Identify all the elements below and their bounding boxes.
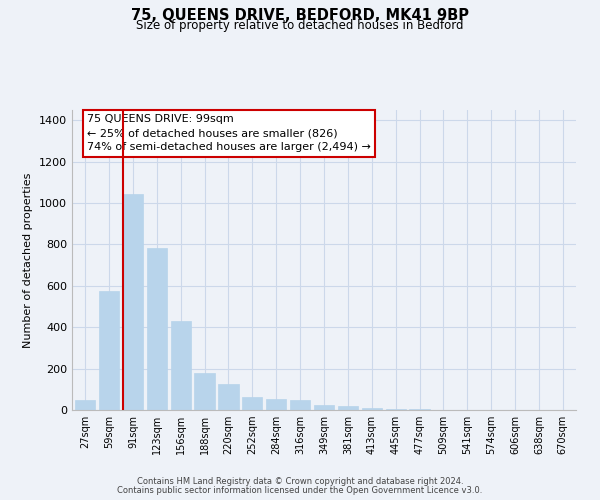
Text: Contains HM Land Registry data © Crown copyright and database right 2024.: Contains HM Land Registry data © Crown c…: [137, 477, 463, 486]
Bar: [290, 400, 310, 410]
Bar: [314, 405, 334, 410]
Bar: [75, 400, 95, 410]
Bar: [194, 373, 215, 410]
Y-axis label: Number of detached properties: Number of detached properties: [23, 172, 34, 348]
Bar: [266, 399, 286, 410]
Text: Contains public sector information licensed under the Open Government Licence v3: Contains public sector information licen…: [118, 486, 482, 495]
Bar: [242, 396, 262, 410]
Bar: [362, 408, 382, 410]
Bar: [170, 321, 191, 410]
Text: Size of property relative to detached houses in Bedford: Size of property relative to detached ho…: [136, 19, 464, 32]
Text: 75, QUEENS DRIVE, BEDFORD, MK41 9BP: 75, QUEENS DRIVE, BEDFORD, MK41 9BP: [131, 8, 469, 22]
Text: 75 QUEENS DRIVE: 99sqm
← 25% of detached houses are smaller (826)
74% of semi-de: 75 QUEENS DRIVE: 99sqm ← 25% of detached…: [87, 114, 371, 152]
Bar: [386, 409, 406, 410]
Bar: [146, 248, 167, 410]
Bar: [123, 194, 143, 410]
Bar: [338, 406, 358, 410]
Bar: [218, 384, 239, 410]
Bar: [99, 291, 119, 410]
